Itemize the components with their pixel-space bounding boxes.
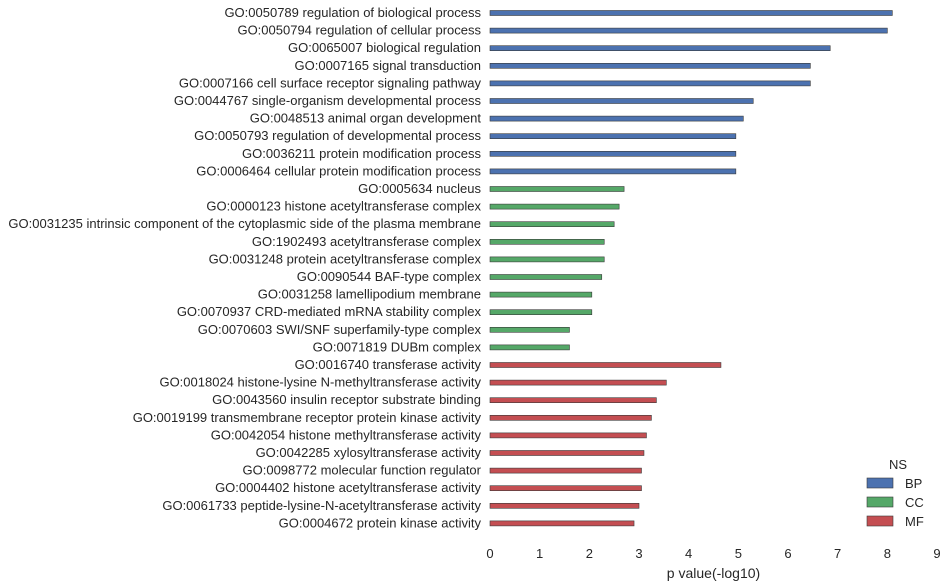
bar-cc [489, 239, 605, 245]
category-label: GO:0016740 transferase activity [295, 357, 482, 372]
bar-cc [489, 221, 615, 227]
legend-label-cc: CC [905, 495, 924, 510]
category-label: GO:0004402 histone acetyltransferase act… [215, 480, 481, 495]
bar-mf [489, 450, 645, 456]
x-tick-label: 4 [685, 546, 692, 561]
bar-bp [489, 168, 737, 175]
legend-title: NS [889, 457, 907, 472]
x-tick-label: 2 [586, 546, 593, 561]
bar-bp [489, 115, 744, 122]
bar-mf [489, 467, 642, 474]
category-label: GO:0061733 peptide-lysine-N-acetyltransf… [162, 498, 481, 513]
category-label: GO:0004672 protein kinase activity [279, 515, 482, 530]
legend-label-mf: MF [905, 514, 924, 529]
category-label: GO:0070603 SWI/SNF superfamily-type comp… [198, 322, 482, 337]
bar-bp [489, 80, 811, 87]
x-tick-label: 1 [536, 546, 543, 561]
legend-swatch-cc [866, 496, 894, 508]
category-label: GO:0005634 nucleus [358, 181, 481, 196]
bar-mf [489, 502, 640, 509]
category-label: GO:0031258 lamellipodium membrane [258, 287, 481, 302]
x-tick-label: 9 [933, 546, 940, 561]
category-label: GO:0070937 CRD-mediated mRNA stability c… [177, 304, 482, 319]
category-label: GO:0000123 histone acetyltransferase com… [206, 199, 481, 214]
bar-bp [489, 151, 737, 157]
bar-cc [489, 274, 603, 280]
category-label: GO:0098772 molecular function regulator [243, 463, 482, 478]
x-tick-label: 8 [884, 546, 891, 561]
bar-mf [489, 362, 722, 368]
category-label: GO:0048513 animal organ development [250, 111, 482, 126]
category-label: GO:0050789 regulation of biological proc… [224, 5, 481, 20]
category-label: GO:0090544 BAF-type complex [297, 269, 482, 284]
category-label: GO:0036211 protein modification process [242, 146, 481, 161]
bar-bp [489, 27, 888, 34]
category-label: GO:0031248 protein acetyltransferase com… [209, 251, 482, 266]
category-label: GO:0018024 histone-lysine N-methyltransf… [159, 375, 481, 390]
bar-cc [489, 203, 620, 210]
bar-mf [489, 379, 667, 386]
category-label: GO:0042285 xylosyltransferase activity [256, 445, 482, 460]
bar-mf [489, 520, 635, 527]
category-label: GO:1902493 acetyltransferase complex [252, 234, 482, 249]
category-label: GO:0031235 intrinsic component of the cy… [8, 216, 481, 231]
category-label: GO:0006464 cellular protein modification… [196, 163, 481, 178]
bar-bp [489, 98, 754, 104]
legend-swatch-bp [866, 477, 894, 489]
bar-cc [489, 326, 570, 333]
x-tick-label: 3 [635, 546, 642, 561]
bars [489, 10, 893, 527]
bar-cc [489, 291, 593, 298]
bar-mf [489, 432, 647, 439]
category-label: GO:0071819 DUBm complex [313, 339, 482, 354]
bar-cc [489, 344, 570, 351]
x-axis-title: p value(-log10) [667, 565, 760, 581]
bar-cc [489, 256, 605, 263]
bar-cc [489, 309, 593, 316]
category-label: GO:0042054 histone methyltransferase act… [211, 427, 482, 442]
x-axis: 0 1 2 3 4 5 6 7 8 9 [486, 546, 940, 561]
bar-mf [489, 397, 657, 404]
bar-bp [489, 45, 831, 52]
bar-bp [489, 133, 737, 139]
category-label: GO:0065007 biological regulation [288, 40, 481, 55]
x-tick-label: 7 [834, 546, 841, 561]
legend-swatch-mf [866, 515, 894, 527]
category-label: GO:0007165 signal transduction [295, 58, 481, 73]
category-label: GO:0050794 regulation of cellular proces… [237, 23, 481, 38]
category-label: GO:0019199 transmembrane receptor protei… [133, 410, 482, 425]
category-label: GO:0043560 insulin receptor substrate bi… [212, 392, 481, 407]
bar-mf [489, 414, 652, 421]
category-label: GO:0050793 regulation of developmental p… [194, 128, 481, 143]
bar-cc [489, 186, 625, 192]
x-tick-label: 0 [486, 546, 493, 561]
category-label: GO:0044767 single-organism developmental… [174, 93, 482, 108]
legend: NS BP CC MF [866, 457, 924, 529]
category-label: GO:0007166 cell surface receptor signali… [179, 75, 482, 90]
bar-bp [489, 62, 811, 69]
x-tick-label: 6 [784, 546, 791, 561]
category-labels: GO:0050789 regulation of biological proc… [8, 5, 481, 530]
x-tick-label: 5 [735, 546, 742, 561]
legend-label-bp: BP [905, 476, 922, 491]
bar-mf [489, 485, 642, 492]
bar-bp [489, 10, 893, 16]
